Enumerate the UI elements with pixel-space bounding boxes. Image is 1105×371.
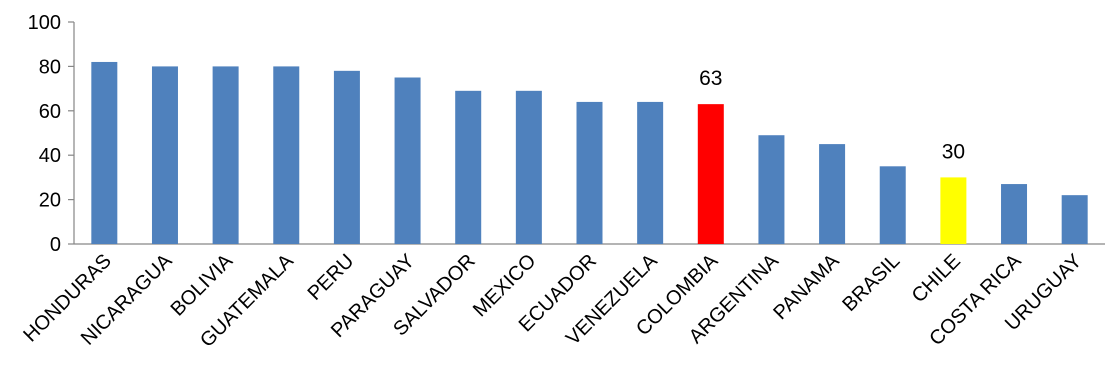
- bar-guatemala: [273, 66, 300, 245]
- bar-chile: [940, 177, 967, 244]
- y-tick-label: 100: [28, 12, 61, 34]
- bar-peru: [333, 70, 360, 244]
- bar-salvador: [455, 90, 482, 244]
- bar-mexico: [515, 90, 542, 244]
- bar-bolivia: [212, 66, 239, 245]
- bar-brasil: [879, 166, 906, 244]
- category-label: PERU: [304, 250, 359, 305]
- y-tick-label: 80: [39, 56, 61, 78]
- bar-nicaragua: [151, 66, 178, 245]
- bar-venezuela: [637, 101, 664, 244]
- bar-ecuador: [576, 101, 603, 244]
- data-labels: 63 30: [699, 67, 965, 163]
- bar-honduras: [91, 61, 118, 245]
- bar-costa-rica: [1001, 184, 1028, 244]
- y-tick-label: 0: [50, 234, 61, 256]
- bar-panama: [819, 144, 846, 244]
- y-axis-ticks: 0 20 40 60 80 100: [28, 12, 74, 256]
- data-label: 63: [699, 67, 722, 90]
- y-tick-label: 60: [39, 101, 61, 123]
- category-label: PANAMA: [769, 250, 844, 325]
- category-label: CHILE: [908, 250, 965, 307]
- bar-argentina: [758, 135, 785, 244]
- data-label: 30: [942, 140, 965, 163]
- bars-group: [91, 61, 1088, 245]
- y-tick-label: 40: [39, 145, 61, 167]
- category-label: BRASIL: [838, 250, 904, 316]
- bar-uruguay: [1061, 195, 1088, 244]
- bar-colombia: [697, 104, 724, 244]
- bar-paraguay: [394, 77, 421, 244]
- y-tick-label: 20: [39, 190, 61, 212]
